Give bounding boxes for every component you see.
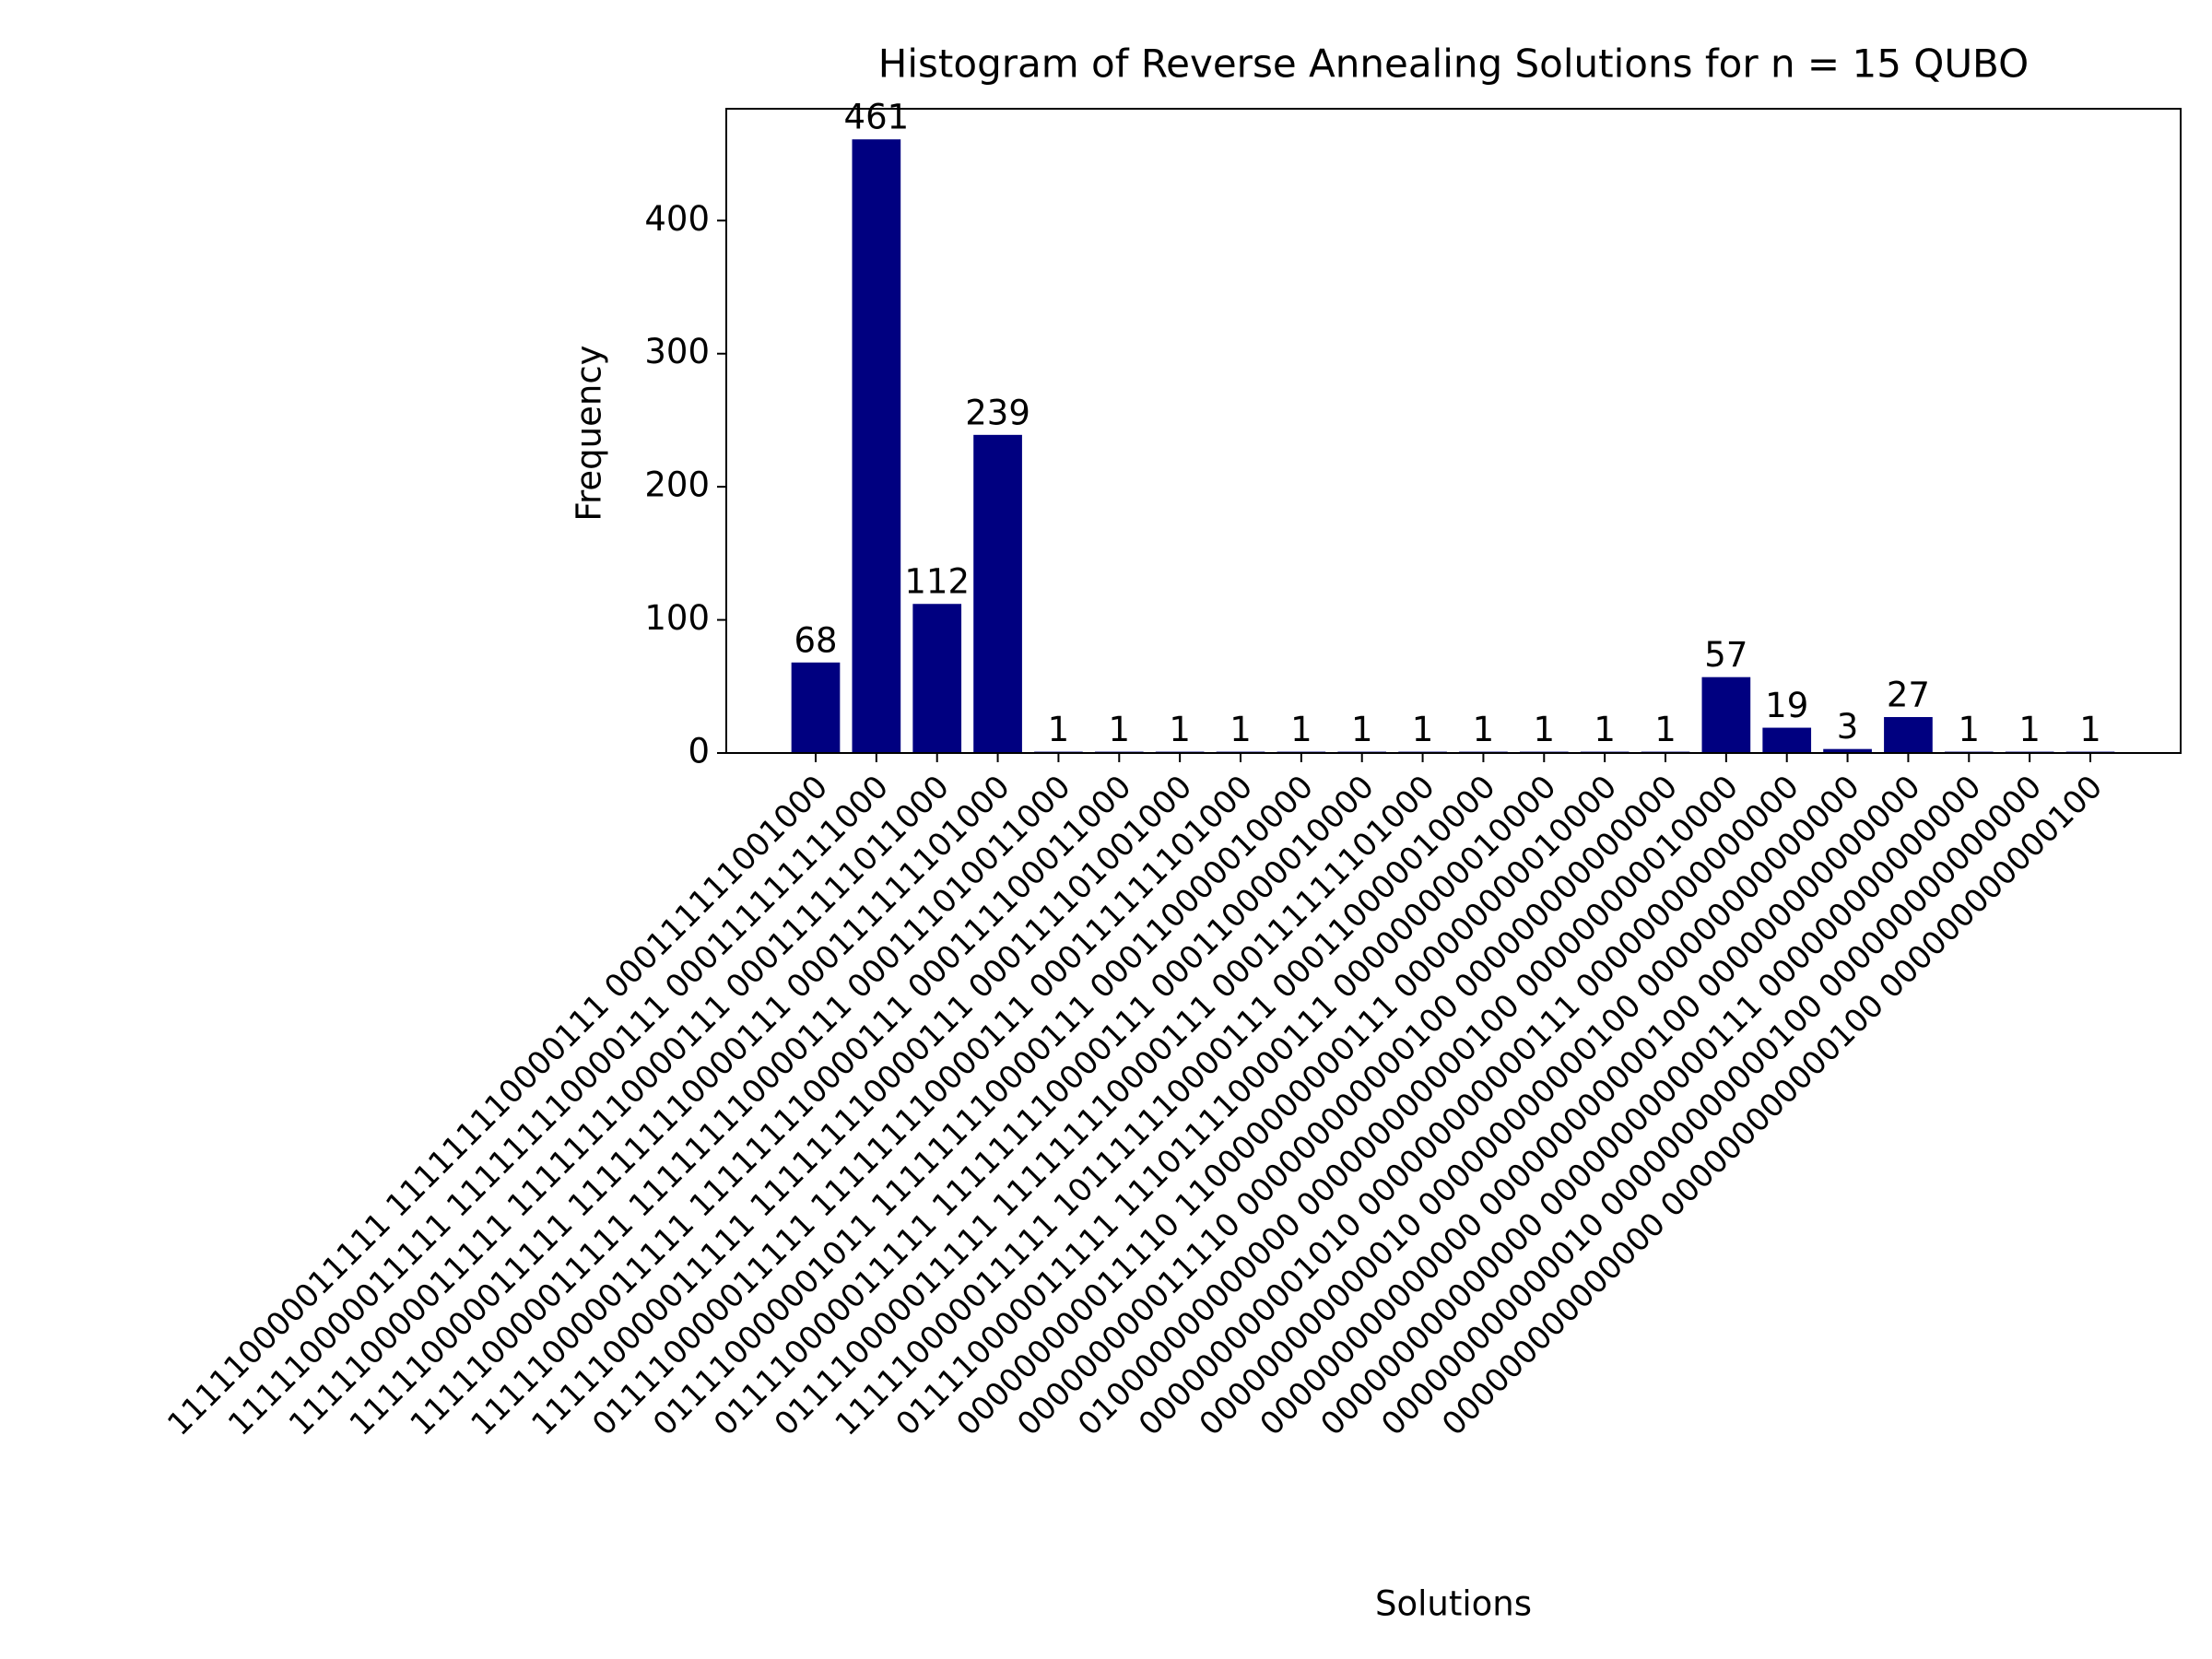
bar <box>791 662 841 753</box>
value-label: 57 <box>1704 635 1747 675</box>
value-label: 1 <box>1351 710 1373 749</box>
value-label: 461 <box>844 98 910 137</box>
y-tick-label: 200 <box>644 465 710 505</box>
value-label: 1 <box>1290 710 1312 749</box>
value-label: 1 <box>2018 710 2041 749</box>
value-label: 1 <box>1654 710 1677 749</box>
bar <box>1884 717 1933 753</box>
value-label: 1 <box>1230 710 1252 749</box>
value-label: 1 <box>1169 710 1191 749</box>
bar <box>1823 748 1872 753</box>
value-label: 1 <box>1048 710 1070 749</box>
y-tick-label: 400 <box>644 199 710 239</box>
bar <box>1762 727 1812 753</box>
value-label: 1 <box>1109 710 1131 749</box>
bar <box>852 139 901 754</box>
y-tick-label: 300 <box>644 332 710 371</box>
value-label: 1 <box>1473 710 1495 749</box>
y-tick-label: 0 <box>688 732 710 771</box>
value-label: 1 <box>2079 710 2101 749</box>
value-label: 27 <box>1887 676 1930 715</box>
y-tick-label: 100 <box>644 598 710 638</box>
value-label: 1 <box>1959 710 1981 749</box>
chart-title: Histogram of Reverse Annealing Solutions… <box>878 41 2029 87</box>
x-axis-label: Solutions <box>1375 1584 1532 1624</box>
value-label: 19 <box>1765 686 1808 725</box>
y-axis-label: Frequency <box>570 345 609 521</box>
value-label: 239 <box>965 393 1030 432</box>
plot-frame <box>725 108 2182 754</box>
value-label: 1 <box>1412 710 1434 749</box>
bar <box>912 604 962 753</box>
bar <box>1701 677 1751 753</box>
value-label: 1 <box>1594 710 1616 749</box>
value-label: 68 <box>794 620 837 660</box>
value-label: 3 <box>1837 707 1859 747</box>
value-label: 1 <box>1534 710 1556 749</box>
value-label: 112 <box>904 562 970 602</box>
bar <box>973 434 1022 753</box>
